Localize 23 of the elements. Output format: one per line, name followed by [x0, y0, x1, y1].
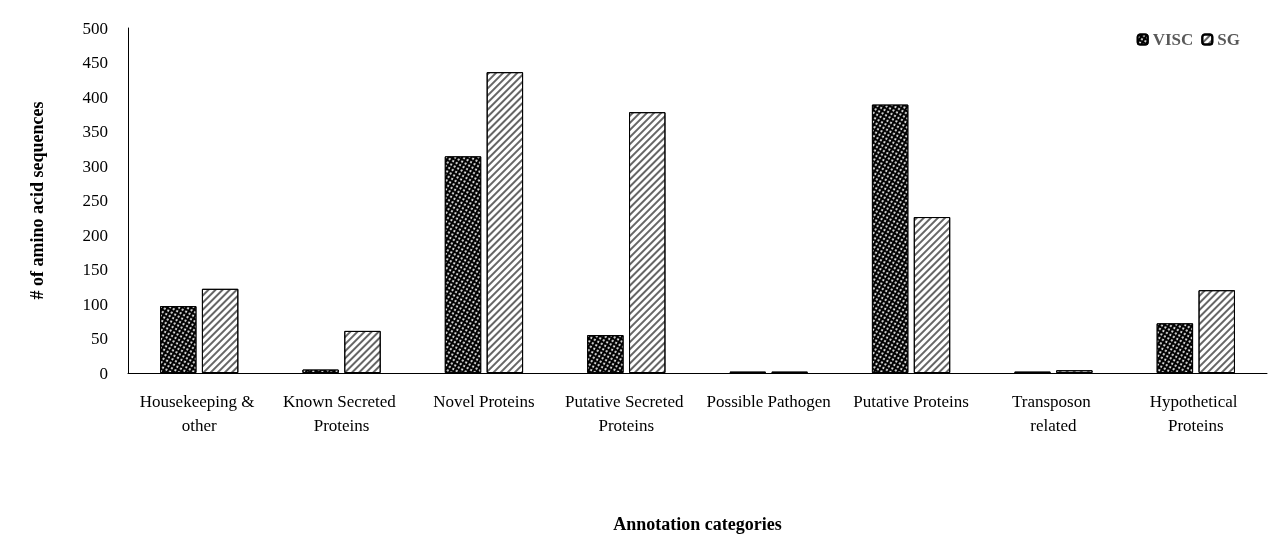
y-tick-label: 300 — [82, 156, 108, 176]
y-tick-label: 400 — [82, 87, 108, 107]
x-tick-label: Possible Pathogen — [706, 391, 832, 411]
y-tick-label: 250 — [82, 191, 108, 210]
x-tick-label: Known Secreted Proteins — [283, 391, 401, 435]
y-tick-label: 0 — [99, 363, 108, 383]
x-axis-title: Annotation categories — [613, 514, 782, 534]
y-tick-label: 350 — [82, 122, 108, 141]
x-tick-label: Hypothetical Proteins — [1149, 391, 1242, 435]
y-tick-label: 50 — [91, 329, 108, 348]
x-tick-label: Transposon related — [1011, 391, 1095, 435]
legend-label: SG — [1217, 30, 1241, 49]
y-tick-label: 200 — [82, 225, 108, 245]
y-axis-title: # of amino acid sequences — [27, 101, 47, 300]
y-tick-label: 100 — [82, 294, 108, 314]
y-tick-label: 500 — [82, 18, 108, 38]
x-tick-label: Putative Proteins — [853, 391, 969, 411]
x-tick-label: Putative Secreted Proteins — [564, 391, 688, 435]
x-tick-label: Housekeeping & other — [139, 391, 259, 435]
y-tick-label: 150 — [82, 260, 108, 279]
legend-label: VISC — [1152, 30, 1194, 49]
x-tick-label: Novel Proteins — [433, 391, 535, 411]
y-tick-label: 450 — [82, 53, 108, 72]
